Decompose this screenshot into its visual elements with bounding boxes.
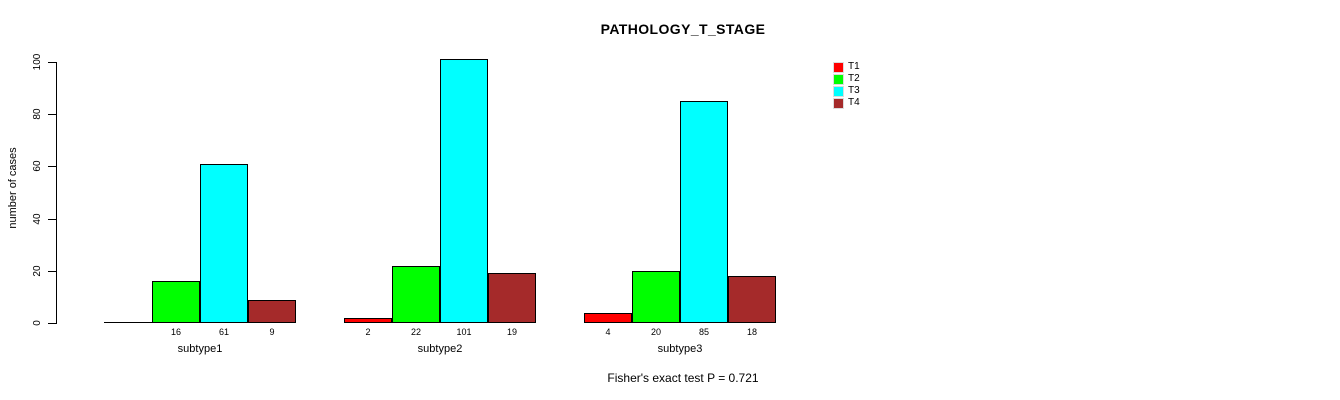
legend-swatch-T1 [833, 62, 844, 73]
bar-T2-subtype2 [392, 266, 440, 323]
bar-T2-subtype3 [632, 271, 680, 323]
legend-label-T2: T2 [848, 73, 860, 84]
y-axis-tick [48, 166, 56, 168]
group-label-subtype2: subtype2 [417, 343, 463, 355]
group-label-subtype3: subtype3 [657, 343, 703, 355]
bar-value-label: 16 [170, 327, 181, 337]
bar-value-label: 85 [698, 327, 709, 337]
bar-value-label: 101 [456, 327, 472, 337]
legend-swatch-T4 [833, 98, 844, 109]
footer-note: Fisher's exact test P = 0.721 [607, 371, 759, 385]
bar-value-label: 9 [269, 327, 275, 337]
legend-label-T3: T3 [848, 85, 860, 96]
bar-value-label: 2 [365, 327, 371, 337]
bar-T1-subtype1-zero [104, 322, 152, 323]
bar-value-label: 20 [650, 327, 661, 337]
group-label-subtype1: subtype1 [177, 343, 223, 355]
bar-value-label: 22 [410, 327, 421, 337]
y-axis-tick [48, 323, 56, 324]
y-axis-line [56, 62, 57, 324]
bar-value-label: 61 [218, 327, 229, 337]
bar-T4-subtype1 [248, 300, 296, 323]
bar-value-label: 19 [506, 327, 517, 337]
bar-value-label: 18 [746, 327, 757, 337]
chart-title: PATHOLOGY_T_STAGE [600, 21, 766, 37]
bar-T3-subtype1 [200, 164, 248, 323]
legend-label-T4: T4 [848, 97, 860, 108]
bar-T4-subtype3 [728, 276, 776, 323]
legend-swatch-T2 [833, 74, 844, 85]
bar-T3-subtype3 [680, 101, 728, 323]
legend-label-T1: T1 [848, 61, 860, 72]
bar-T3-subtype2 [440, 59, 488, 323]
bar-value-label: 4 [605, 327, 611, 337]
y-axis-tick [48, 114, 56, 116]
y-axis-tick [48, 62, 56, 63]
y-axis-tick [48, 218, 56, 220]
bar-T1-subtype2 [344, 318, 392, 323]
bar-T4-subtype2 [488, 273, 536, 323]
bar-T1-subtype3 [584, 313, 632, 323]
legend-swatch-T3 [833, 86, 844, 97]
y-axis-tick [48, 270, 56, 272]
bar-T2-subtype1 [152, 281, 200, 323]
